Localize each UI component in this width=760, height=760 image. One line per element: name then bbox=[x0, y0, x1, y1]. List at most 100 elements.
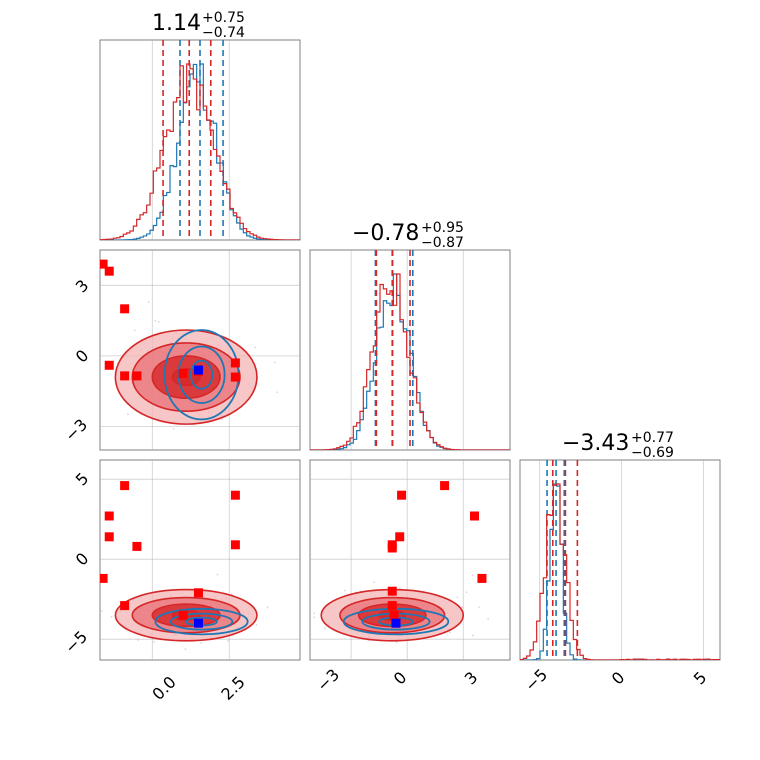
sample-point bbox=[478, 606, 480, 609]
red-marker-p20-1 bbox=[104, 511, 114, 521]
red-marker-p10-4 bbox=[120, 371, 130, 381]
hist-p11-red bbox=[310, 273, 510, 450]
x-axis-col2: −5 0 5 bbox=[521, 665, 710, 695]
sample-point bbox=[147, 301, 150, 303]
title-p11: −0.78 +0.95 −0.87 bbox=[352, 220, 464, 251]
red-marker-p21-8 bbox=[387, 601, 397, 611]
sample-point bbox=[471, 634, 474, 637]
red-marker-p20-5 bbox=[120, 601, 130, 611]
red-marker-p20-0 bbox=[100, 573, 108, 583]
sample-point bbox=[157, 321, 160, 323]
panel-p21-frame bbox=[309, 459, 511, 661]
red-marker-p10-0 bbox=[100, 259, 108, 269]
ytick-row1-0: 0 bbox=[72, 346, 93, 367]
red-marker-p10-8 bbox=[230, 372, 240, 382]
red-marker-p20-7 bbox=[230, 540, 240, 550]
xtick-col1-3: 3 bbox=[461, 668, 482, 689]
red-marker-p21-9 bbox=[389, 610, 399, 620]
sample-point bbox=[273, 361, 276, 364]
y-axis-row1: 3 0 −3 bbox=[61, 276, 92, 445]
red-marker-p21-6 bbox=[387, 543, 397, 553]
ytick-row2-m5: −5 bbox=[61, 627, 91, 657]
sample-point bbox=[184, 648, 187, 651]
sample-point bbox=[313, 612, 315, 615]
red-marker-p20-3 bbox=[120, 481, 130, 491]
sample-point bbox=[255, 624, 258, 626]
ytick-row1-m3: −3 bbox=[61, 415, 91, 445]
red-marker-p10-2 bbox=[120, 304, 130, 314]
sample-point bbox=[110, 615, 113, 618]
sample-point bbox=[471, 574, 474, 577]
sample-point bbox=[487, 618, 490, 620]
red-marker-p21-1 bbox=[440, 481, 450, 491]
title-p00-value: 1.14 bbox=[152, 11, 201, 36]
sample-point bbox=[398, 587, 401, 590]
sample-point bbox=[227, 640, 229, 642]
y-axis-row2: 5 0 −5 bbox=[61, 469, 92, 657]
plot-p22 bbox=[520, 460, 720, 660]
plot-content bbox=[79, 40, 720, 660]
xtick-col1-m3: −3 bbox=[313, 665, 343, 695]
plot-p20 bbox=[100, 460, 300, 660]
blue-contour-p20-1 bbox=[169, 612, 234, 631]
red-marker-p21-2 bbox=[469, 511, 479, 521]
x-axis-col1: −3 0 3 bbox=[313, 665, 481, 695]
sample-point bbox=[172, 428, 175, 430]
sample-point bbox=[101, 610, 103, 612]
sample-point bbox=[266, 606, 269, 608]
sample-point bbox=[216, 573, 219, 576]
title-p22-minus: −0.69 bbox=[631, 445, 674, 461]
plot-p21 bbox=[302, 460, 510, 660]
title-p11-plus: +0.95 bbox=[421, 220, 464, 236]
sample-point bbox=[449, 631, 451, 634]
plot-p11 bbox=[310, 250, 510, 450]
red-marker-p10-6 bbox=[178, 369, 188, 379]
sample-point bbox=[302, 613, 304, 615]
ytick-row1-3: 3 bbox=[72, 276, 93, 297]
sample-point bbox=[254, 346, 257, 349]
red-marker-p21-0 bbox=[397, 490, 407, 500]
red-marker-p20-4 bbox=[132, 541, 142, 551]
panel-p20-frame bbox=[99, 459, 301, 661]
sample-point bbox=[456, 596, 459, 599]
red-marker-p21-4 bbox=[395, 532, 405, 542]
blue-contour-p10-2 bbox=[189, 359, 214, 390]
sample-point bbox=[153, 640, 156, 643]
xtick-col2-0: 0 bbox=[608, 668, 629, 689]
sample-point bbox=[79, 373, 81, 375]
sample-point bbox=[154, 319, 157, 322]
sample-point bbox=[137, 639, 139, 641]
blue-contour-p10-1 bbox=[177, 345, 226, 404]
title-p00-minus: −0.74 bbox=[202, 25, 245, 41]
sample-point bbox=[344, 589, 346, 592]
sample-point bbox=[96, 389, 98, 391]
xtick-col1-0: 0 bbox=[390, 668, 411, 689]
title-p22-value: −3.43 bbox=[562, 431, 629, 456]
plot-p00 bbox=[100, 40, 300, 240]
sample-point bbox=[276, 391, 279, 394]
red-marker-p21-7 bbox=[387, 586, 397, 596]
xtick-col2-5: 5 bbox=[690, 668, 711, 689]
red-marker-p10-7 bbox=[230, 358, 240, 368]
xtick-col0-2p5: 2.5 bbox=[217, 672, 248, 703]
sample-point bbox=[313, 616, 316, 619]
ytick-row2-0: 0 bbox=[72, 549, 93, 570]
hist-p22-blue bbox=[520, 483, 720, 660]
blue-marker-p20-0 bbox=[193, 618, 203, 628]
plot-p10 bbox=[79, 250, 300, 450]
hist-p00-blue bbox=[100, 63, 300, 240]
red-marker-p10-1 bbox=[104, 266, 114, 276]
panel-p20 bbox=[99, 459, 301, 661]
sample-point bbox=[200, 642, 203, 645]
hist-p22-red bbox=[520, 483, 720, 660]
title-p22: −3.43 +0.77 −0.69 bbox=[562, 430, 674, 461]
red-marker-p10-3 bbox=[104, 360, 114, 370]
panel-p10 bbox=[99, 249, 301, 451]
red-marker-p20-6 bbox=[230, 490, 240, 500]
title-p00: 1.14 +0.75 −0.74 bbox=[152, 10, 245, 41]
sample-point bbox=[373, 581, 375, 584]
panel-p21 bbox=[309, 459, 511, 661]
red-marker-p20-2 bbox=[104, 532, 114, 542]
red-marker-p20-9 bbox=[178, 610, 188, 620]
